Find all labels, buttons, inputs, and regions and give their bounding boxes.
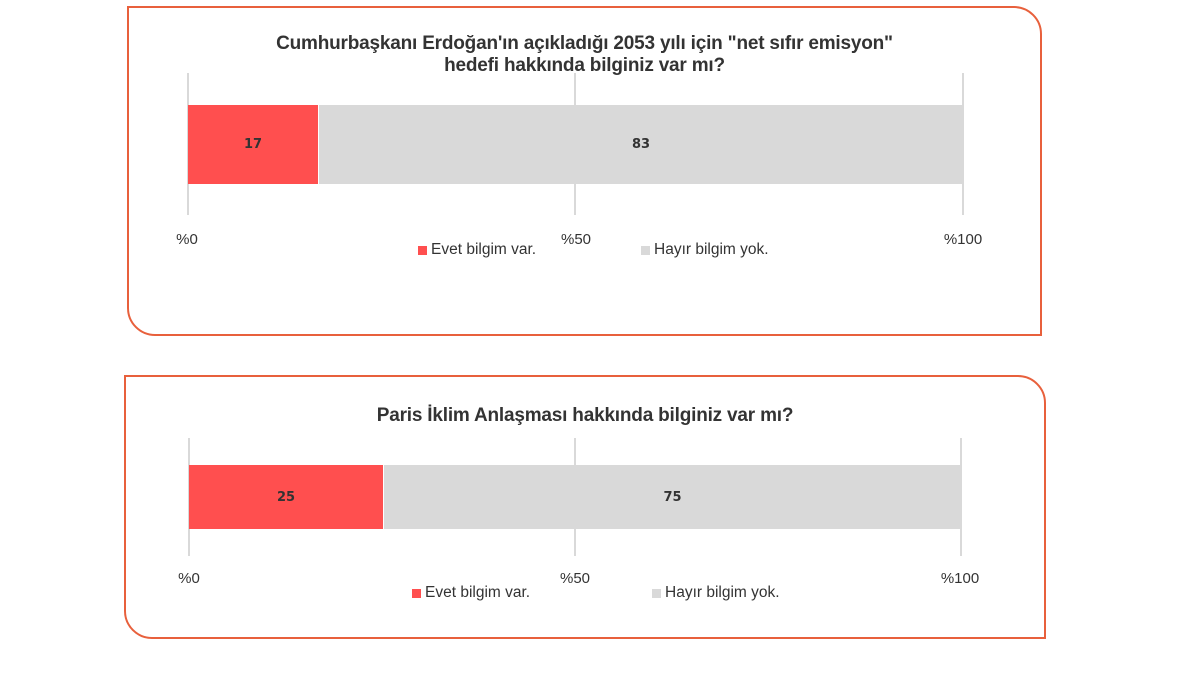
chart-title-line-2: hedefi hakkında bilginiz var mı?	[444, 55, 725, 76]
bar-no: 75	[384, 465, 961, 529]
x-tick-50: %50	[560, 231, 592, 248]
legend-label-yes: Evet bilgim var.	[425, 584, 531, 601]
bar-yes-label: 25	[276, 489, 296, 505]
bar-yes: 25	[189, 465, 383, 529]
chart-title: Cumhurbaşkanı Erdoğan'ın açıkladığı 2053…	[129, 33, 1040, 77]
legend-item-yes: Evet bilgim var.	[418, 241, 536, 259]
bar-no-label: 83	[631, 137, 651, 152]
legend-swatch-yes	[412, 588, 421, 598]
legend-item-no: Hayır bilgim yok.	[652, 584, 780, 602]
x-tick-0: %0	[178, 570, 200, 587]
legend-swatch-no	[652, 588, 661, 598]
bar-no: 83	[319, 105, 963, 184]
legend-label-no: Hayır bilgim yok.	[654, 241, 769, 258]
bar-no-label: 75	[663, 489, 682, 505]
chart-title-line-1: Cumhurbaşkanı Erdoğan'ın açıkladığı 2053…	[276, 33, 893, 54]
legend-swatch-no	[641, 245, 650, 255]
legend-swatch-yes	[418, 245, 427, 255]
gridline-0	[187, 73, 189, 215]
x-tick-0: %0	[176, 231, 198, 248]
x-tick-100: %100	[943, 231, 983, 248]
x-tick-50: %50	[559, 570, 591, 587]
legend-label-no: Hayır bilgim yok.	[665, 584, 780, 601]
chart-title: Paris İklim Anlaşması hakkında bilginiz …	[376, 405, 794, 426]
bar-yes-label: 17	[243, 137, 263, 152]
legend-item-no: Hayır bilgim yok.	[641, 241, 769, 259]
legend-label-yes: Evet bilgim var.	[431, 241, 537, 258]
legend-item-yes: Evet bilgim var.	[412, 584, 530, 602]
bar-yes: 17	[188, 105, 318, 184]
x-tick-100: %100	[940, 570, 980, 587]
gridline-0	[188, 438, 190, 556]
